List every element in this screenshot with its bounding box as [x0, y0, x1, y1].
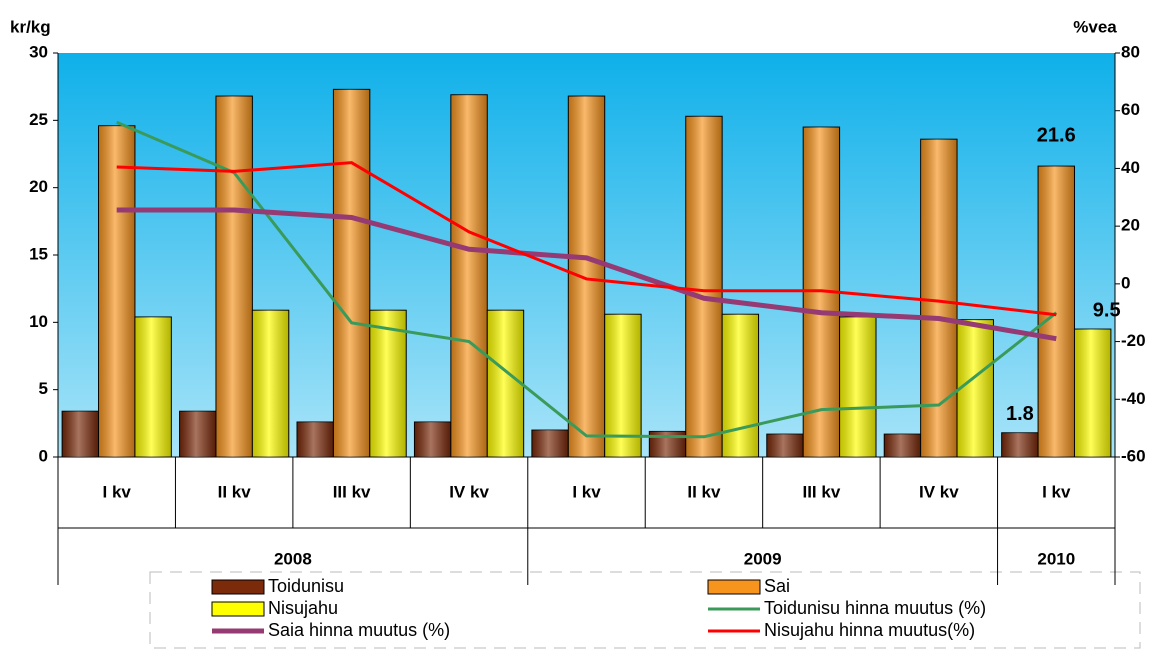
legend-label: Sai	[764, 576, 790, 596]
bar-shade	[62, 411, 99, 457]
bar-shade	[766, 434, 804, 457]
y2-tick-label: 0	[1121, 273, 1130, 292]
line	[116, 161, 1057, 317]
x-tick-label: II kv	[218, 482, 252, 501]
y-tick-label: 20	[29, 177, 48, 196]
bar-shade	[531, 430, 569, 457]
y-tick-label: 0	[39, 446, 48, 465]
bar-shade	[450, 94, 488, 457]
legend-swatch	[211, 601, 265, 617]
x-tick-label: III kv	[802, 482, 840, 501]
line	[116, 120, 1058, 439]
y-tick-label: 25	[29, 110, 48, 129]
legend-swatch	[707, 579, 761, 595]
data-label: 1.8	[1006, 403, 1034, 425]
bar-shade	[604, 314, 642, 457]
bar-shade	[487, 310, 524, 457]
x-tick-label: I kv	[572, 482, 601, 501]
bar-shade	[685, 116, 723, 457]
y2-tick-label: -60	[1121, 446, 1146, 465]
y2-tick-label: 40	[1121, 158, 1140, 177]
x-tick-label: IV kv	[449, 482, 489, 501]
x-tick-label: IV kv	[919, 482, 959, 501]
y-tick-label: 10	[29, 312, 48, 331]
bar-shade	[1038, 166, 1075, 457]
bar-shade	[98, 125, 135, 457]
group-label: 2010	[1037, 549, 1075, 568]
y2-tick-label: -40	[1121, 389, 1146, 408]
y2-tick-label: 20	[1121, 216, 1140, 235]
bar-shade	[1001, 432, 1039, 457]
bar-shade	[215, 96, 253, 458]
legend-box	[149, 571, 1141, 649]
y2-tick-label: -20	[1121, 331, 1146, 350]
bar-shade	[179, 411, 216, 457]
x-tick-label: I kv	[1042, 482, 1071, 501]
group-label: 2009	[744, 549, 782, 568]
y2-tick-label: 80	[1121, 42, 1140, 61]
bar-shade	[333, 89, 370, 458]
bar-shade	[296, 421, 334, 457]
bar-shade	[414, 421, 451, 457]
legend-swatch	[211, 579, 265, 595]
legend-label: Toidunisu	[268, 576, 344, 596]
y2-axis-title: %vea	[1073, 17, 1117, 36]
y-axis-title: kr/kg	[10, 17, 51, 36]
bar-shade	[920, 139, 958, 458]
x-tick-label: I kv	[103, 482, 132, 501]
bar-shade	[252, 310, 289, 457]
bar-shade	[1074, 329, 1111, 457]
legend-label: Nisujahu hinna muutus(%)	[764, 620, 975, 640]
y-tick-label: 5	[39, 379, 48, 398]
bar-shade	[568, 96, 605, 458]
bar-shade	[369, 310, 407, 457]
group-label: 2008	[274, 549, 312, 568]
data-label: 21.6	[1037, 124, 1076, 146]
legend-label: Toidunisu hinna muutus (%)	[764, 598, 986, 618]
legend-label: Nisujahu	[268, 598, 338, 618]
bar-shade	[722, 314, 759, 457]
bar-shade	[839, 316, 877, 457]
y-tick-label: 30	[29, 42, 48, 61]
data-label: 9.5	[1093, 299, 1121, 321]
line	[116, 207, 1057, 342]
y-tick-label: 15	[29, 244, 48, 263]
bar-shade	[884, 434, 921, 457]
y2-tick-label: 60	[1121, 100, 1140, 119]
x-tick-label: II kv	[687, 482, 721, 501]
legend-label: Saia hinna muutus (%)	[268, 620, 450, 640]
bar-shade	[134, 316, 172, 457]
x-tick-label: III kv	[333, 482, 371, 501]
bar-shade	[957, 319, 994, 457]
